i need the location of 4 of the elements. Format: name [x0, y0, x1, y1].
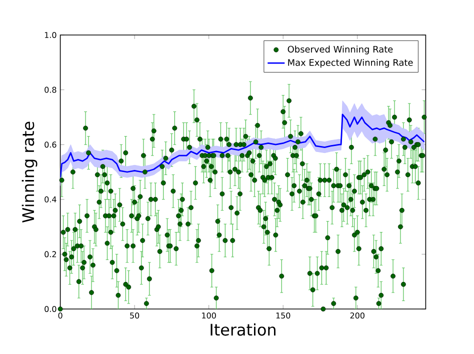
- legend-label: Max Expected Winning Rate: [288, 58, 413, 68]
- y-axis-title: Winning rate: [22, 122, 38, 223]
- x-axis-title: Iteration: [210, 323, 276, 336]
- legend-label: Observed Winning Rate: [288, 46, 393, 54]
